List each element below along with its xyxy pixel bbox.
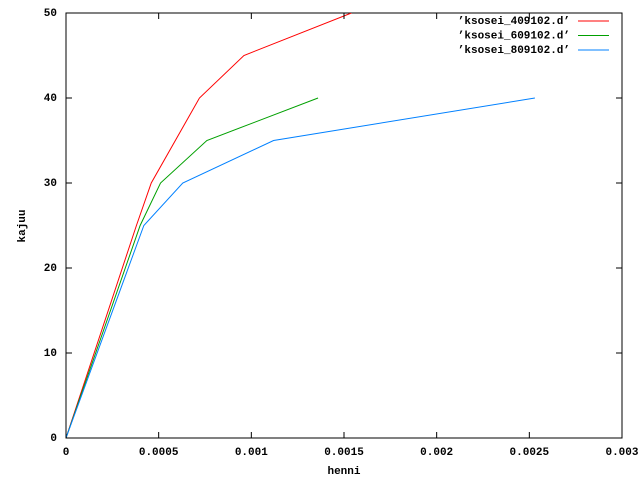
x-tick-label: 0.001 [235, 447, 268, 459]
y-tick-label: 50 [44, 8, 57, 20]
y-tick-label: 30 [44, 178, 57, 190]
x-tick-label: 0.002 [420, 447, 453, 459]
y-tick-label: 40 [44, 93, 57, 105]
x-tick-label: 0 [63, 447, 70, 459]
x-tick-label: 0.003 [605, 447, 638, 459]
y-tick-label: 20 [44, 263, 57, 275]
plot-border [65, 12, 623, 439]
plot-lines [66, 13, 535, 438]
y-axis-label: kajuu [17, 209, 29, 242]
data-line [66, 97, 319, 438]
legend-label: ’ksosei_609102.d’ [458, 30, 570, 42]
y-tick-label: 0 [50, 433, 57, 445]
data-line [66, 13, 352, 438]
x-axis-label: henni [327, 466, 360, 478]
legend-label: ’ksosei_809102.d’ [458, 45, 570, 57]
x-tick-label: 0.0015 [324, 447, 364, 459]
legend-label: ’ksosei_409102.d’ [458, 16, 570, 28]
x-tick-label: 0.0025 [510, 447, 550, 459]
data-line [66, 97, 535, 438]
y-tick-label: 10 [44, 348, 57, 360]
x-tick-label: 0.0005 [139, 447, 179, 459]
